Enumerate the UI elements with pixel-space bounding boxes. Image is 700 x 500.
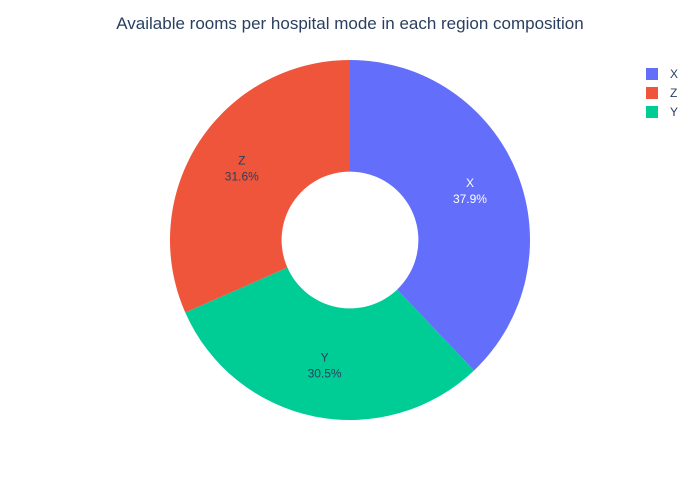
slice-z[interactable]: [170, 60, 350, 313]
legend-swatch-z[interactable]: [646, 87, 658, 99]
slice-percent-x: 37.9%: [453, 192, 487, 206]
slice-label-z: Z: [238, 153, 245, 167]
slice-label-x: X: [466, 176, 474, 190]
slice-label-y: Y: [321, 351, 329, 365]
chart-title: Available rooms per hospital mode in eac…: [116, 14, 583, 33]
legend-swatch-y[interactable]: [646, 106, 658, 118]
slices-group: X 37.9% Y 30.5% Z 31.6%: [170, 60, 531, 420]
legend-swatch-x[interactable]: [646, 68, 658, 80]
slice-x[interactable]: [350, 60, 531, 371]
slice-percent-y: 30.5%: [308, 367, 342, 381]
legend-label-z[interactable]: Z: [670, 86, 677, 100]
legend-label-x[interactable]: X: [670, 67, 678, 81]
legend-label-y[interactable]: Y: [670, 105, 678, 119]
legend[interactable]: XZY: [646, 67, 678, 119]
slice-percent-z: 31.6%: [225, 169, 259, 183]
slice-y[interactable]: [185, 267, 475, 420]
